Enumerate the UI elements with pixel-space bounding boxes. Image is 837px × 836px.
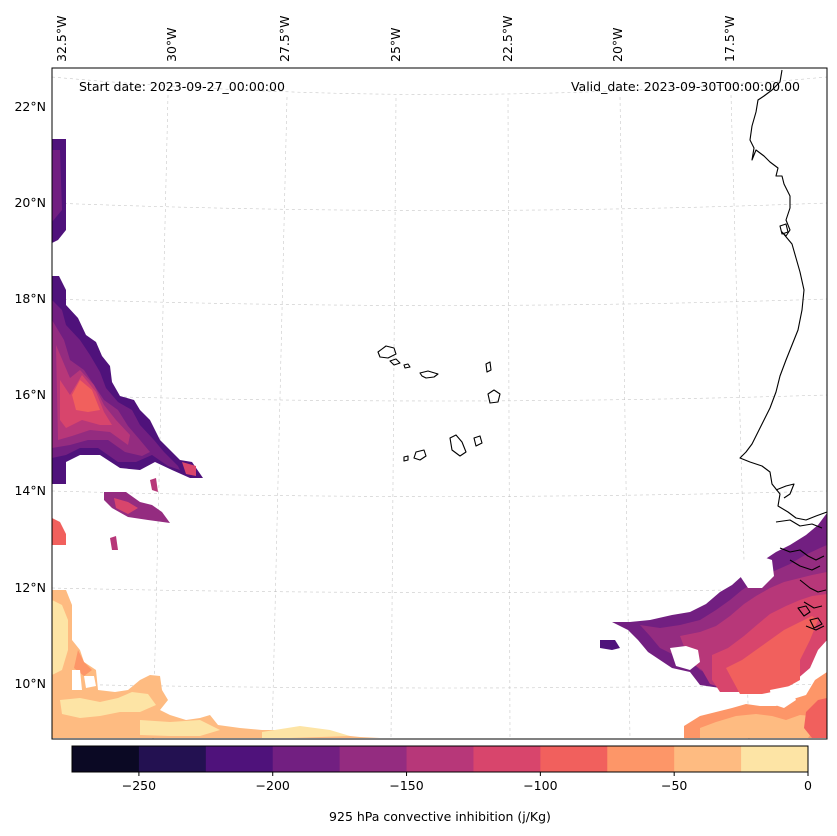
lon-label: 22.5°W <box>500 16 515 62</box>
colorbar-swatch <box>205 746 274 772</box>
colorbar-tick-label: −100 <box>523 778 557 793</box>
lat-label: 16°N <box>14 387 46 402</box>
colorbar-swatch <box>272 746 341 772</box>
lon-label: 25°W <box>388 27 403 62</box>
valid-date-label: Valid_date: 2023-09-30T00:00:00.00 <box>571 79 800 94</box>
colorbar-swatch <box>406 746 474 772</box>
colorbar: −250 −200 −150 −100 −50 0 925 hPa convective … <box>71 745 812 824</box>
island-santiago <box>449 434 467 457</box>
coastline-guinea <box>779 547 827 631</box>
island-sao-nicolau <box>419 370 439 379</box>
latitude-labels: 22°N 20°N 18°N 16°N 14°N 12°N 10°N <box>14 99 46 691</box>
colorbar-tick-label: −200 <box>256 778 290 793</box>
lon-label: 32.5°W <box>54 16 69 62</box>
colorbar-ticks: −250 −200 −150 −100 −50 0 <box>122 772 812 793</box>
colorbar-label: 925 hPa convective inhibition (j/Kg) <box>329 809 551 824</box>
colorbar-tick-label: −250 <box>122 778 156 793</box>
cin-region-east-hole <box>670 646 700 670</box>
island-santo-antao <box>377 345 397 359</box>
colorbar-swatches <box>72 746 809 772</box>
colorbar-swatch <box>473 746 541 772</box>
colorbar-tick-label: 0 <box>804 778 812 793</box>
cin-region-west-band-6 <box>72 380 100 412</box>
cin-region-patch-e <box>182 462 196 476</box>
coastline-africa <box>739 69 828 521</box>
lat-label: 20°N <box>14 195 46 210</box>
island-brava <box>403 455 409 462</box>
cin-region-east-band-5 <box>726 616 818 694</box>
cin-region-southwest-light <box>52 600 68 675</box>
island-sal <box>485 361 492 373</box>
cin-region-southwest-light-3 <box>140 720 220 736</box>
coastline-senegal-inlet <box>775 483 795 499</box>
cin-region-southwest-mid <box>74 650 92 676</box>
colorbar-frame <box>71 745 809 773</box>
colorbar-tick-label: −50 <box>661 778 687 793</box>
colorbar-swatch <box>741 746 809 772</box>
lat-label: 18°N <box>14 291 46 306</box>
lon-label: 30°W <box>164 27 179 62</box>
cin-region-patch-a-inner <box>114 498 138 514</box>
lat-label: 22°N <box>14 99 46 114</box>
graticule <box>51 76 828 740</box>
coastline-islands-cluster <box>797 605 823 629</box>
colorbar-swatch <box>607 746 675 772</box>
colorbar-swatch <box>138 746 207 772</box>
cin-region-southwest-light-4 <box>262 726 350 738</box>
cin-region-southeast-hole <box>770 686 796 708</box>
cin-region-southwest-light-2 <box>60 692 156 718</box>
island-santa-luzia <box>403 363 411 369</box>
cin-region-west-top-inner <box>52 150 62 222</box>
colorbar-swatch <box>674 746 742 772</box>
coastline-gambia <box>775 519 823 529</box>
longitude-labels: 32.5°W 30°W 27.5°W 25°W 22.5°W 20°W 17.5… <box>54 16 737 62</box>
coastlines <box>377 69 828 631</box>
cin-region-patch-c <box>110 536 118 550</box>
cin-region-east-outer <box>600 640 620 650</box>
lat-label: 10°N <box>14 676 46 691</box>
start-date-label: Start date: 2023-09-27_00:00:00 <box>79 79 285 94</box>
colorbar-swatch <box>339 746 408 772</box>
colorbar-tick-label: −150 <box>389 778 423 793</box>
cin-region-patch-d <box>52 518 66 545</box>
cin-region-southeast-red <box>804 698 827 738</box>
island-boa-vista <box>487 389 501 404</box>
island-sao-vicente <box>389 358 401 366</box>
cin-region-hole-1 <box>72 670 82 690</box>
lon-label: 17.5°W <box>722 16 737 62</box>
island-maio <box>473 435 483 447</box>
cin-region-southeast-light <box>700 714 820 738</box>
lon-label: 20°W <box>610 27 625 62</box>
map-frame <box>51 67 828 740</box>
cin-region-hole-2 <box>84 676 96 688</box>
lat-label: 14°N <box>14 483 46 498</box>
lat-label: 12°N <box>14 580 46 595</box>
cin-region-patch-b <box>150 478 158 492</box>
cin-region-east-hole-2 <box>740 556 774 588</box>
colorbar-swatch <box>540 746 608 772</box>
coastline-island-top <box>779 223 789 235</box>
lon-label: 27.5°W <box>277 16 292 62</box>
island-fogo <box>413 449 427 461</box>
colorbar-swatch <box>72 746 140 772</box>
